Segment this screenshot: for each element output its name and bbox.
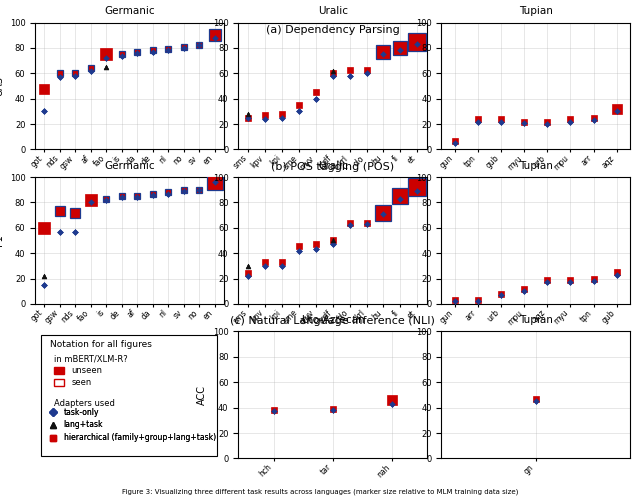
Text: (a) Dependency Parsing: (a) Dependency Parsing bbox=[266, 25, 399, 35]
Text: (c) Natural Language Inference (NLI): (c) Natural Language Inference (NLI) bbox=[230, 316, 435, 326]
Y-axis label: F1: F1 bbox=[0, 234, 4, 246]
Title: Tupian: Tupian bbox=[519, 161, 553, 171]
Y-axis label: UAS: UAS bbox=[0, 76, 4, 96]
Title: Uralic: Uralic bbox=[318, 6, 348, 16]
Title: Tupian: Tupian bbox=[519, 315, 553, 325]
Text: Figure 3: Visualizing three different task results across languages (marker size: Figure 3: Visualizing three different ta… bbox=[122, 488, 518, 495]
Title: Germanic: Germanic bbox=[104, 161, 155, 171]
Y-axis label: ACC: ACC bbox=[197, 385, 207, 405]
Text: Adapters used: Adapters used bbox=[54, 399, 115, 408]
Title: Uto-Aztecan: Uto-Aztecan bbox=[301, 315, 365, 325]
Title: Uralic: Uralic bbox=[318, 161, 348, 171]
Legend: task-only, lang+task, hierarchical (family+group+lang+task): task-only, lang+task, hierarchical (fami… bbox=[49, 408, 216, 442]
Title: Germanic: Germanic bbox=[104, 6, 155, 16]
Text: Notation for all figures: Notation for all figures bbox=[51, 340, 152, 349]
Text: in mBERT/XLM-R?: in mBERT/XLM-R? bbox=[54, 354, 128, 363]
Title: Tupian: Tupian bbox=[519, 6, 553, 16]
Text: (b) POS tagging (POS): (b) POS tagging (POS) bbox=[271, 162, 394, 172]
